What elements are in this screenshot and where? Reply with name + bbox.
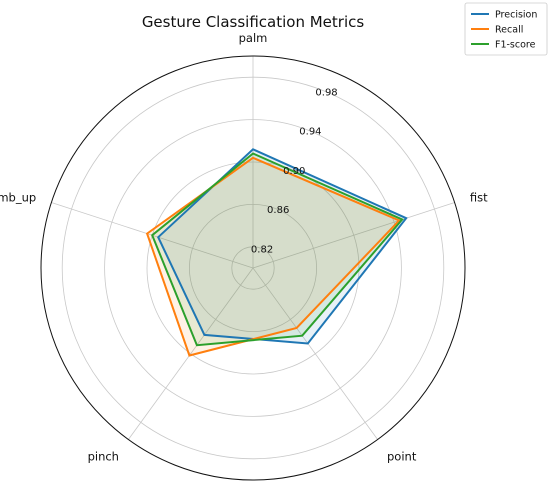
outer-frame bbox=[40, 55, 466, 481]
category-label-palm: palm bbox=[239, 31, 268, 45]
radial-tick-labels: 0.82 0.86 0.90 0.94 0.98 bbox=[251, 88, 338, 256]
series-line-F1-score bbox=[150, 152, 404, 347]
series-fill-F1-score bbox=[152, 153, 403, 346]
series-fill-Recall bbox=[147, 157, 400, 356]
category-label-fist: fist bbox=[470, 191, 488, 205]
chart-title: Gesture Classification Metrics bbox=[142, 13, 365, 31]
spoke-pinch bbox=[128, 267, 254, 440]
rtick-label: 0.90 bbox=[283, 166, 305, 177]
legend-label-Precision: Precision bbox=[495, 10, 537, 21]
series-lines bbox=[145, 148, 408, 357]
rtick-label: 0.82 bbox=[251, 244, 273, 255]
legend: Precision Recall F1-score bbox=[464, 2, 548, 56]
spoke-fist bbox=[252, 202, 455, 269]
category-label-thumb_up: thumb_up bbox=[0, 191, 36, 205]
legend-label-Recall: Recall bbox=[495, 25, 523, 36]
rtick-label: 0.94 bbox=[299, 127, 321, 138]
legend-label-F1-score: F1-score bbox=[495, 40, 536, 51]
legend-frame bbox=[464, 2, 548, 56]
rtick-label: 0.86 bbox=[267, 205, 289, 216]
category-label-pinch: pinch bbox=[88, 449, 119, 463]
rtick-label: 0.98 bbox=[315, 88, 337, 99]
category-labels: palm fist point pinch thumb_up bbox=[0, 31, 488, 463]
spoke-point bbox=[252, 267, 378, 440]
series-fills bbox=[147, 149, 407, 356]
category-label-point: point bbox=[387, 449, 417, 463]
